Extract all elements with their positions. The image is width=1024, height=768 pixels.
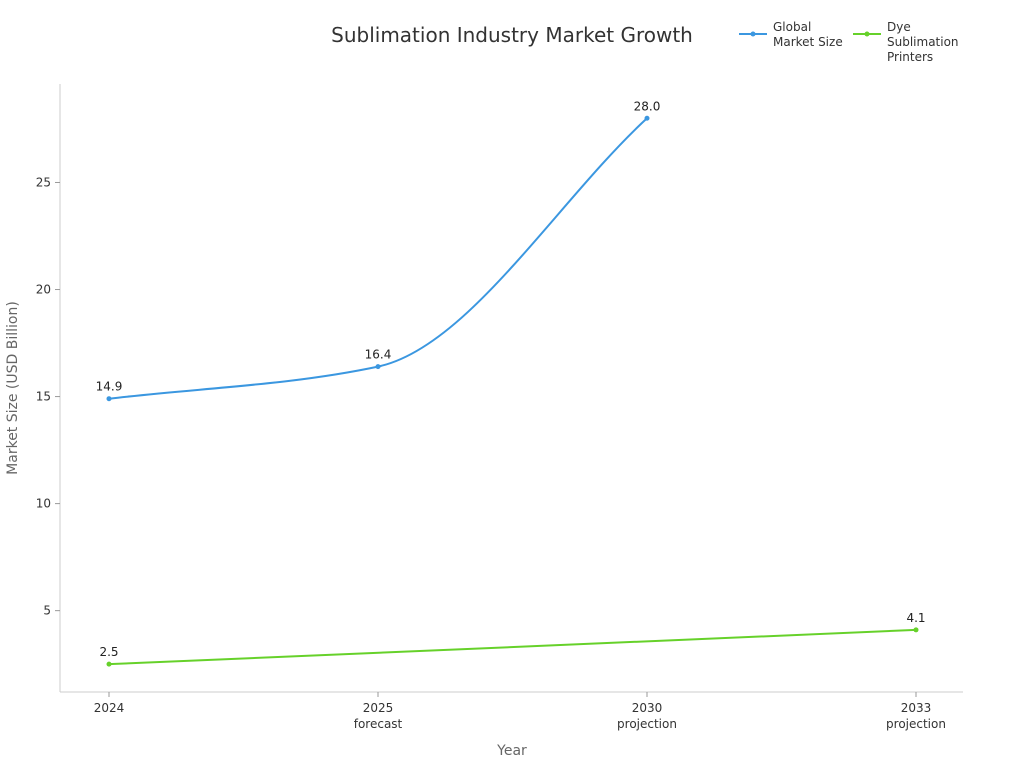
series-line: [108, 117, 648, 400]
series-1: 2.5 4.1: [99, 611, 926, 667]
series-0: 14.9 16.4 28.0: [96, 99, 661, 402]
x-axis-ticks: 2024 2025 forecast 2030 projection 2033 projec…: [94, 692, 946, 731]
data-point: [644, 115, 650, 121]
legend-swatch-marker: [750, 31, 756, 37]
axes: [59, 84, 963, 693]
x-tick-sublabel: forecast: [354, 717, 403, 731]
legend-label: Dye: [887, 20, 911, 34]
x-tick-label: 2025: [363, 701, 394, 715]
x-axis-title: Year: [496, 743, 527, 759]
legend-label: Global: [773, 20, 811, 34]
data-point: [106, 661, 112, 667]
data-point: [913, 627, 919, 633]
data-label: 14.9: [96, 380, 123, 394]
y-axis-title: Market Size (USD Billion): [5, 301, 21, 475]
legend-swatch-marker: [864, 31, 870, 37]
x-tick-label: 2030: [632, 701, 663, 715]
y-tick-label: 5: [43, 604, 51, 618]
y-tick-label: 25: [36, 175, 51, 189]
data-label: 4.1: [906, 611, 925, 625]
data-point: [106, 396, 112, 402]
data-label: 28.0: [634, 99, 661, 113]
x-tick-label: 2024: [94, 701, 125, 715]
y-tick-label: 20: [36, 283, 51, 297]
series-line: [108, 628, 917, 666]
data-point: [375, 364, 381, 370]
legend-label: Sublimation: [887, 35, 959, 49]
legend-label: Market Size: [773, 35, 843, 49]
x-tick-sublabel: projection: [886, 717, 946, 731]
chart-title: Sublimation Industry Market Growth: [331, 23, 693, 47]
data-label: 2.5: [99, 645, 118, 659]
series-layer: 14.9 16.4 28.0 2.5 4.1: [96, 99, 926, 667]
data-label: 16.4: [365, 348, 392, 362]
y-tick-label: 15: [36, 390, 51, 404]
y-axis-ticks: 5 10 15 20 25: [36, 175, 60, 618]
legend-label: Printers: [887, 50, 933, 64]
y-tick-label: 10: [36, 497, 51, 511]
x-tick-sublabel: projection: [617, 717, 677, 731]
x-tick-label: 2033: [901, 701, 932, 715]
